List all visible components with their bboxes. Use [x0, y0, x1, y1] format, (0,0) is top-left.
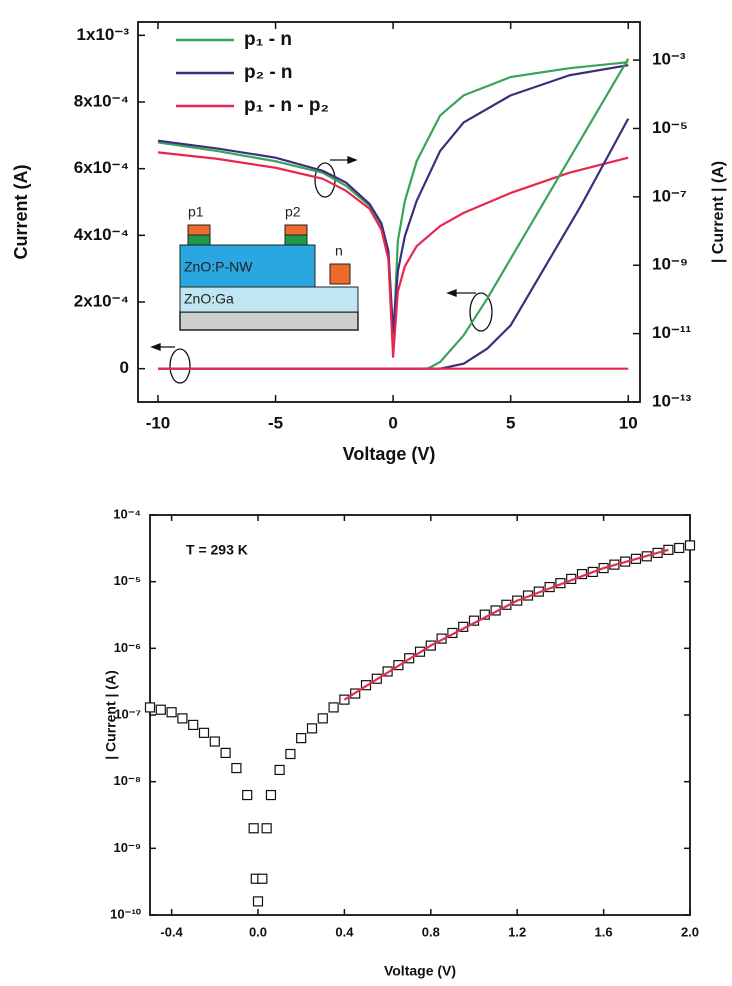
legend-label: p₂ - n [244, 62, 293, 83]
zno-ga-layer [179, 286, 359, 313]
data-point [674, 542, 685, 554]
inset-label: p2 [285, 204, 301, 220]
substrate-layer [179, 311, 359, 331]
series-line [157, 151, 629, 358]
pointer-head [150, 343, 161, 351]
contact-p1-base [187, 234, 211, 246]
legend-label: p₁ - n [244, 29, 292, 50]
contact-p2-top [284, 224, 308, 236]
y-tick-label: 1x10⁻³ [77, 25, 130, 44]
y-tick-label: 10⁻⁷ [114, 706, 141, 721]
y-tick-label: 2x10⁻⁴ [74, 291, 129, 310]
x-tick-label: -5 [268, 413, 283, 432]
pointer-head [446, 289, 457, 297]
y2-tick-label: 10⁻⁷ [652, 186, 687, 205]
axis-pointers [150, 156, 493, 384]
series-line [157, 64, 629, 334]
data-point [188, 719, 199, 731]
data-point [663, 544, 674, 555]
chart: -0.4 0.0 0.4 0.8 1.2 1.6 2.0 10⁻¹⁰ 10⁻⁹ 10⁻⁸ 10⁻⁷ 1… [103, 506, 699, 978]
y-tick-label: 10⁻⁸ [114, 773, 141, 788]
data-point [198, 727, 210, 738]
y-axis-title: Current (A) [11, 165, 31, 260]
data-point [242, 789, 253, 801]
curve-marker [469, 292, 493, 332]
y2-tick-label: 10⁻³ [652, 50, 686, 69]
x-tick-label: 0.8 [422, 924, 440, 939]
x-tick-label: 0.0 [249, 924, 267, 939]
y-tick-label: 10⁻¹⁰ [110, 906, 142, 921]
x-tick-label: -0.4 [160, 924, 183, 939]
data-point [317, 713, 328, 724]
y2-tick-label: 10⁻⁵ [652, 118, 688, 137]
x-tick-label: 0.4 [335, 924, 354, 939]
data-point [220, 747, 231, 759]
data-point [296, 733, 307, 744]
y-tick-label: 0 [120, 358, 129, 377]
chart: -10 -5 0 5 10 0 2x10⁻⁴ 4x10⁻⁴ 6x10⁻⁴ 8x10⁻⁴ 1x10⁻³… [11, 21, 727, 464]
data-point [144, 702, 156, 713]
data-point [252, 896, 264, 907]
data-point [684, 540, 696, 551]
plot-frame [149, 514, 691, 916]
data-point [261, 823, 272, 834]
data-point [274, 764, 285, 776]
data-point [248, 823, 259, 834]
x-tick-label: -10 [146, 413, 171, 432]
series-line [343, 548, 669, 701]
data-point [177, 713, 188, 724]
y2-axis-title: | Current | (A) [710, 161, 727, 263]
pointer-head [347, 156, 358, 164]
plot-frame [137, 21, 641, 403]
y-tick-label: 4x10⁻⁴ [74, 225, 129, 244]
x-axis-title: Voltage (V) [343, 444, 436, 464]
data-point [328, 702, 339, 713]
legend-label: p₁ - n - p₂ [244, 95, 329, 116]
contact-n [329, 263, 351, 285]
inset-label: p1 [188, 204, 204, 220]
y-tick-label: 10⁻⁹ [114, 840, 142, 855]
x-tick-label: 5 [506, 413, 515, 432]
inset-label: n [335, 243, 343, 259]
data-point [265, 789, 277, 801]
y2-tick-label: 10⁻¹³ [652, 391, 692, 410]
data-point [285, 748, 296, 760]
zno-p-nw-layer [179, 244, 316, 288]
data-point [306, 723, 318, 734]
x-tick-label: 0 [388, 413, 397, 432]
inset-diagram: p1 p2 n ZnO:P-NW ZnO:Ga [179, 204, 359, 331]
y-tick-label: 10⁻⁴ [113, 506, 141, 521]
y-tick-label: 10⁻⁶ [114, 640, 141, 655]
inset-label: ZnO:Ga [184, 291, 234, 307]
y-axis-title: | Current | (A) [103, 670, 119, 760]
curve-marker [169, 348, 191, 384]
y-tick-label: 6x10⁻⁴ [74, 158, 129, 177]
data-point [166, 707, 177, 718]
y-tick-label: 8x10⁻⁴ [74, 91, 129, 110]
y-tick-label: 10⁻⁵ [114, 573, 141, 588]
contact-p1-top [187, 224, 211, 236]
x-tick-label: 1.2 [508, 924, 526, 939]
x-tick-label: 1.6 [595, 924, 613, 939]
x-tick-label: 2.0 [681, 924, 699, 939]
inset-label: ZnO:P-NW [184, 259, 253, 275]
y2-tick-label: 10⁻⁹ [652, 255, 688, 274]
x-tick-label: 10 [619, 413, 638, 432]
data-point [155, 704, 166, 715]
data-point [257, 873, 268, 884]
y2-tick-label: 10⁻¹¹ [652, 323, 692, 342]
x-axis-title: Voltage (V) [384, 963, 456, 979]
data-point [209, 736, 220, 747]
contact-p2-base [284, 234, 308, 246]
annotation: T = 293 K [186, 542, 248, 558]
data-point [231, 762, 242, 774]
